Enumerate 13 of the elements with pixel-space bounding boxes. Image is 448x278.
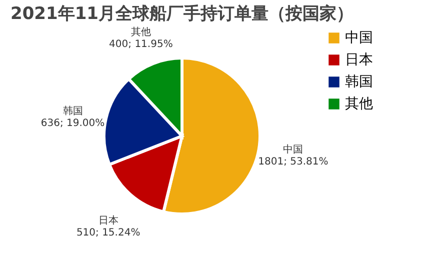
data-label: 636; 19.00% [40, 118, 105, 130]
slice-label: 其他 [130, 26, 151, 38]
data-label: 510; 15.24% [76, 227, 140, 238]
legend-label: 其他 [345, 96, 373, 112]
data-label: 400; 11.95% [109, 38, 173, 50]
slice-label: 日本 [98, 214, 118, 226]
slice-label: 韩国 [62, 105, 83, 118]
legend-label: 中国 [345, 30, 373, 46]
data-label: 1801; 53.81% [258, 156, 328, 168]
legend-label: 韩国 [345, 74, 373, 90]
legend-label: 日本 [345, 52, 373, 68]
chart-title: 2021年11月全球船厂手持订单量（按国家） [10, 4, 354, 24]
slice-label: 中国 [283, 143, 304, 156]
